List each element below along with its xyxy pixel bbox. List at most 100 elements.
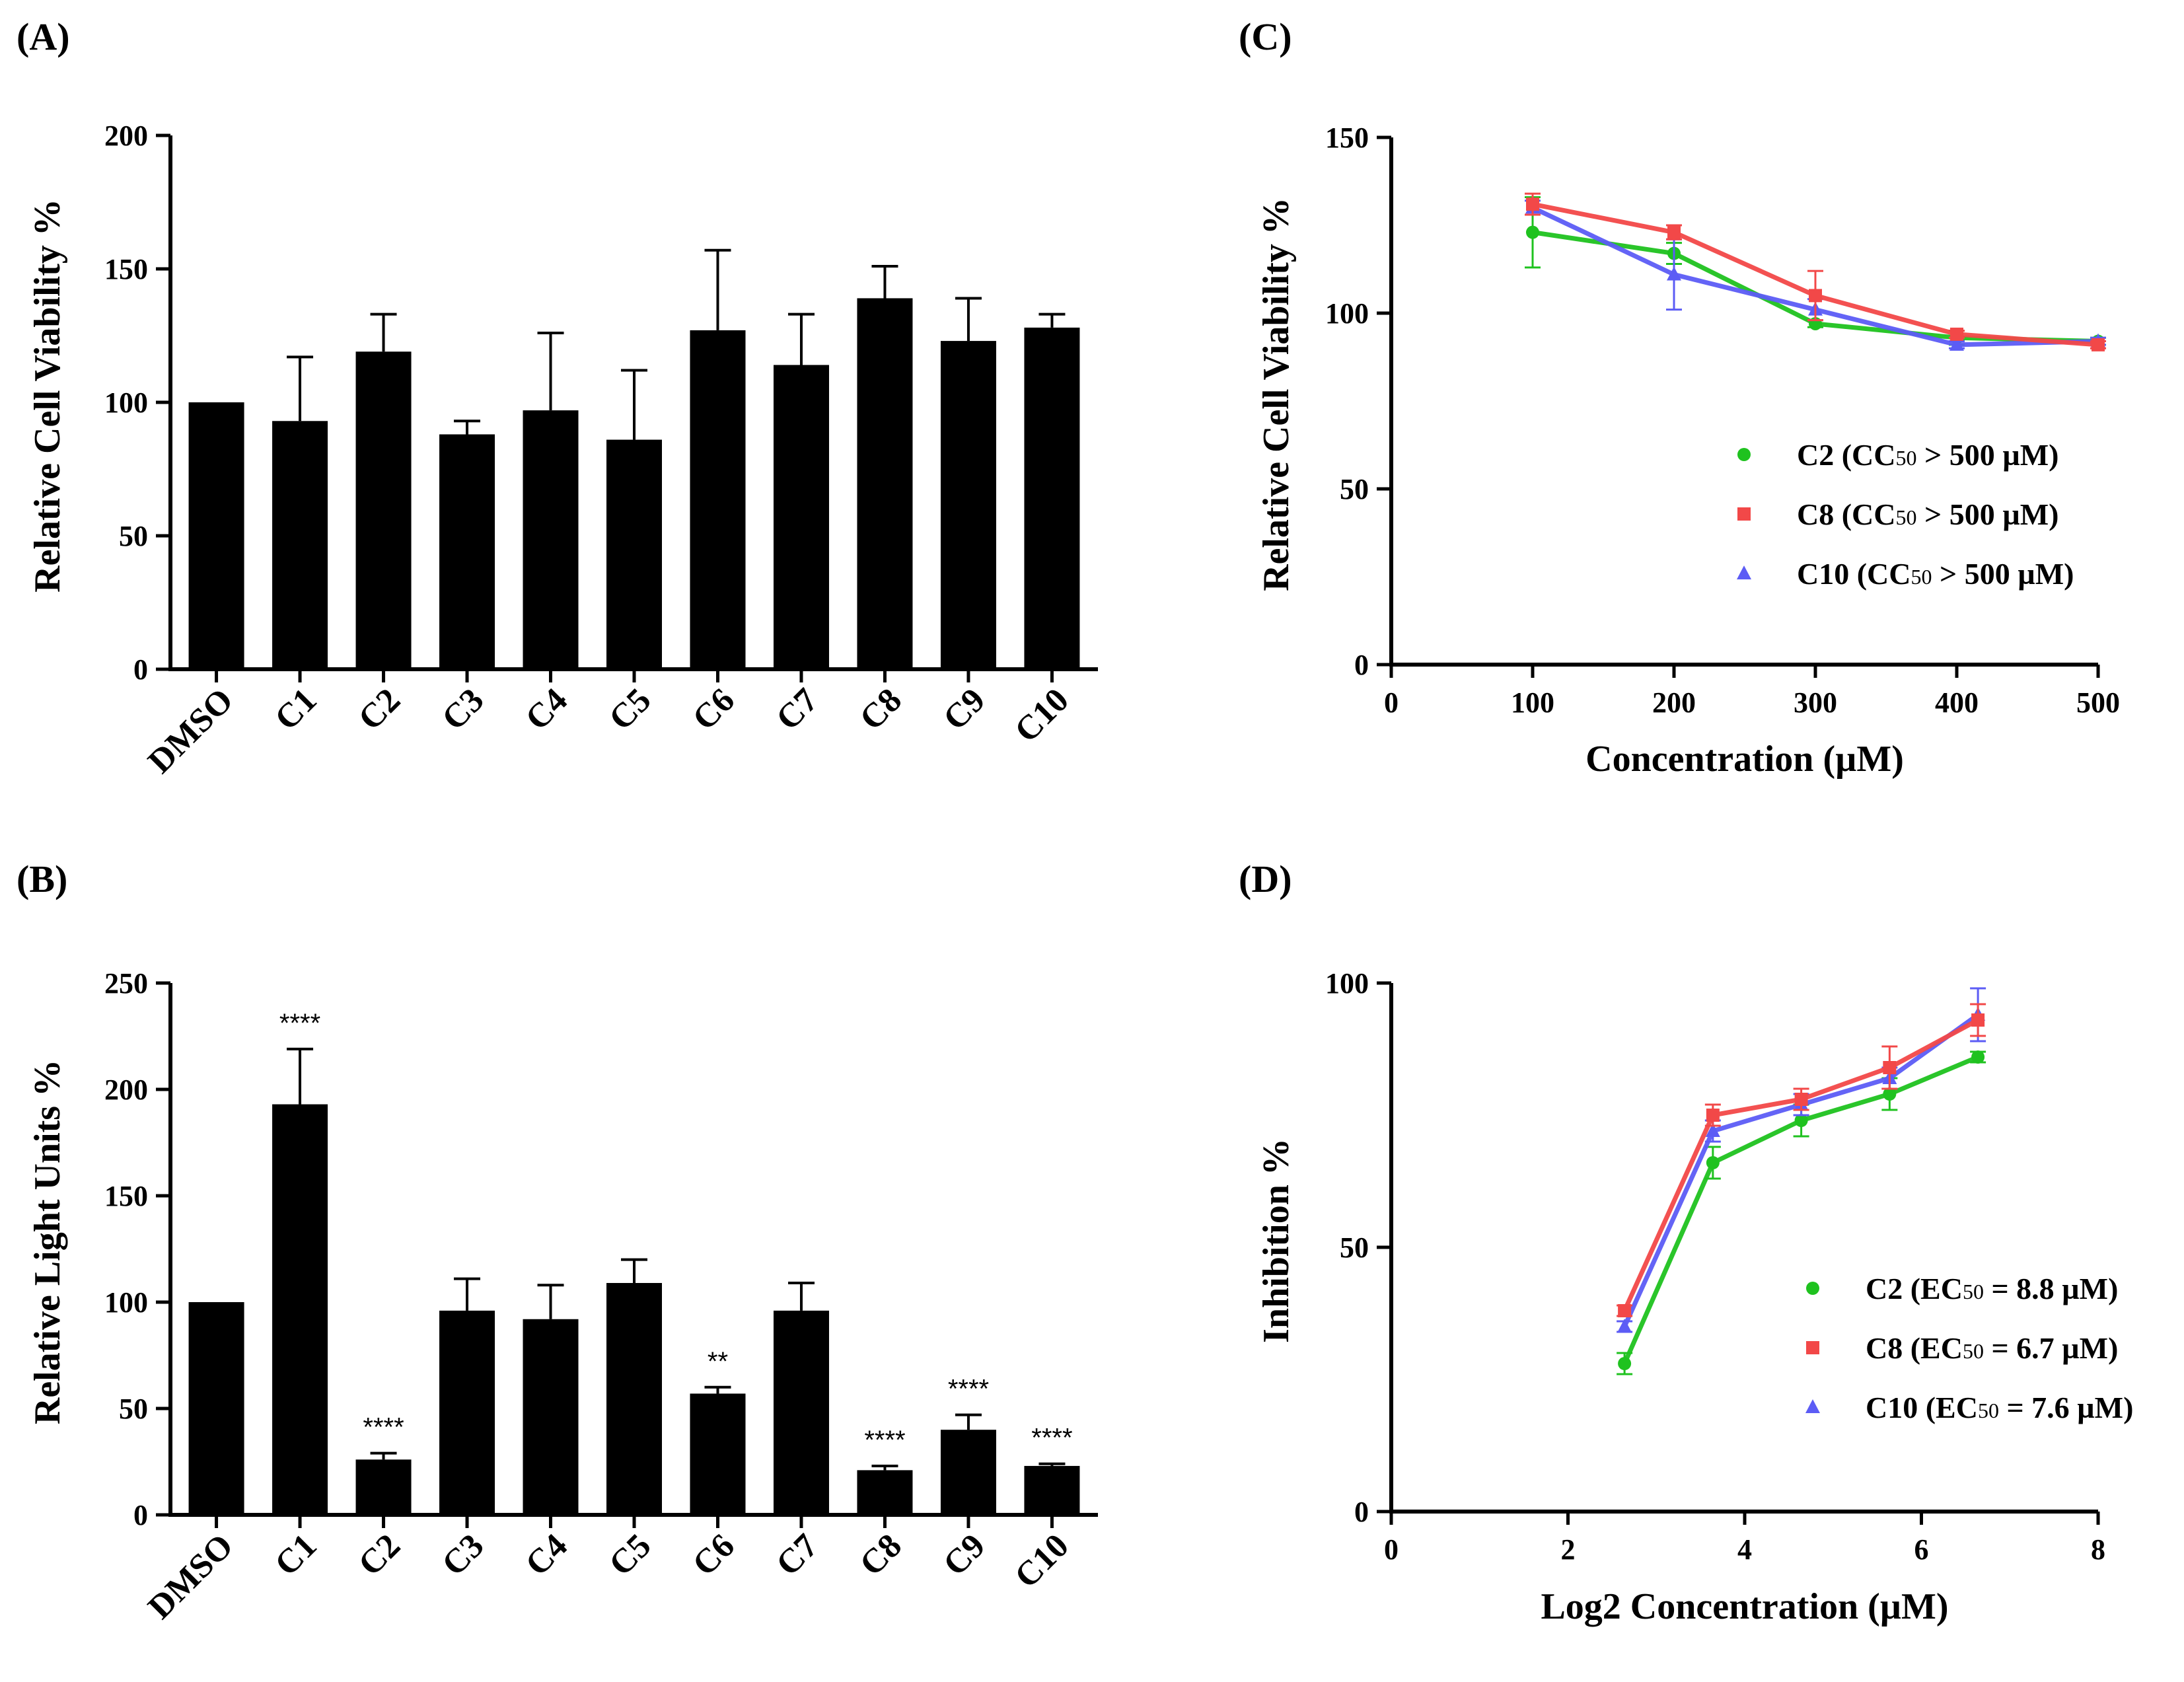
data-point-c2 xyxy=(1971,1050,1985,1064)
x-tick-label: C6 xyxy=(686,1527,742,1583)
bar xyxy=(690,1393,746,1515)
data-point-c8 xyxy=(1618,1304,1632,1317)
panel-label: (C) xyxy=(1239,15,1292,58)
legend-subscript: 50 xyxy=(1978,1399,1999,1422)
x-tick-label: C9 xyxy=(936,1527,992,1583)
x-tick-label: 4 xyxy=(1737,1533,1752,1566)
data-point-c2 xyxy=(1618,1357,1632,1370)
y-tick-label: 0 xyxy=(133,653,148,686)
legend-entry-c10: C10 (CC50 > 500 µM) xyxy=(1797,557,2074,591)
significance-label: **** xyxy=(948,1375,989,1404)
data-point-c10 xyxy=(1949,336,1964,351)
y-tick-label: 100 xyxy=(104,1286,148,1319)
legend-entry-c8: C8 (CC50 > 500 µM) xyxy=(1797,497,2058,531)
bar xyxy=(1024,1465,1080,1515)
x-tick-label: C8 xyxy=(853,1527,909,1583)
x-tick-label: C4 xyxy=(519,1527,575,1583)
significance-label: ** xyxy=(708,1347,728,1376)
x-axis-title: Log2 Concentration (µM) xyxy=(1541,1586,1948,1627)
legend-entry-c8: C8 (EC50 = 6.7 µM) xyxy=(1866,1331,2118,1365)
legend-marker-c2 xyxy=(1806,1282,1819,1295)
x-tick-label: C10 xyxy=(1007,681,1076,750)
data-point-c10 xyxy=(1617,1319,1632,1333)
x-tick-label: C5 xyxy=(602,681,658,737)
legend-subscript: 50 xyxy=(1895,446,1916,470)
data-point-c8 xyxy=(1809,289,1822,303)
y-tick-label: 200 xyxy=(104,1074,148,1106)
data-point-c10 xyxy=(1667,266,1681,281)
y-tick-label: 50 xyxy=(1340,1231,1369,1264)
bar xyxy=(188,1302,244,1515)
y-tick-label: 150 xyxy=(104,1180,148,1212)
legend-subscript: 50 xyxy=(1895,505,1916,529)
x-tick-label: C10 xyxy=(1007,1527,1076,1595)
bar xyxy=(355,351,412,669)
y-tick-label: 100 xyxy=(104,386,148,419)
x-tick-label: C9 xyxy=(936,681,992,737)
legend-text: C2 (EC xyxy=(1866,1272,1963,1305)
x-axis-title: Concentration (µM) xyxy=(1585,739,1904,780)
x-tick-label: 6 xyxy=(1914,1533,1929,1566)
data-point-c8 xyxy=(1526,198,1539,211)
legend-text: C8 (EC xyxy=(1866,1331,1963,1365)
y-axis-title: Relative Cell Viability % xyxy=(1256,198,1297,591)
panel-label: (A) xyxy=(17,15,70,58)
data-point-c8 xyxy=(1667,225,1681,239)
x-tick-label: C6 xyxy=(686,681,742,737)
bar xyxy=(857,1470,913,1515)
legend-text: = 8.8 µM) xyxy=(1984,1272,2118,1305)
x-tick-label: 400 xyxy=(1935,686,1979,719)
x-tick-label: 300 xyxy=(1794,686,1837,719)
x-tick-label: C2 xyxy=(351,1527,408,1583)
legend-subscript: 50 xyxy=(1911,565,1932,589)
legend-text: > 500 µM) xyxy=(1932,557,2074,591)
data-point-c8 xyxy=(1794,1093,1808,1106)
bar xyxy=(940,341,996,669)
x-tick-label: DMSO xyxy=(141,1527,240,1627)
x-tick-label: C8 xyxy=(853,681,909,737)
y-tick-label: 200 xyxy=(104,120,148,152)
bar xyxy=(606,1283,662,1515)
bar xyxy=(773,365,829,669)
significance-label: **** xyxy=(864,1426,905,1455)
legend-marker-c2 xyxy=(1737,448,1751,461)
x-tick-label: C7 xyxy=(769,1527,825,1583)
data-point-c8 xyxy=(1971,1013,1985,1027)
y-tick-label: 50 xyxy=(119,520,148,552)
y-axis-title: Relative Light Units % xyxy=(27,1060,68,1424)
x-tick-label: DMSO xyxy=(141,681,240,781)
legend-marker-c8 xyxy=(1806,1341,1819,1354)
y-tick-label: 50 xyxy=(1340,473,1369,505)
x-tick-label: 0 xyxy=(1384,686,1399,719)
legend-entry-c2: C2 (CC50 > 500 µM) xyxy=(1797,438,2058,472)
bar xyxy=(272,1104,328,1515)
y-tick-label: 250 xyxy=(104,967,148,1000)
y-tick-label: 150 xyxy=(104,253,148,285)
x-tick-label: 500 xyxy=(2076,686,2120,719)
data-point-c2 xyxy=(1794,1114,1808,1127)
y-axis-title: Inhibition % xyxy=(1256,1138,1297,1343)
bar xyxy=(272,421,328,669)
bar xyxy=(439,434,495,669)
legend-subscript: 50 xyxy=(1963,1339,1984,1363)
bar xyxy=(940,1430,996,1515)
legend-entry-c10: C10 (EC50 = 7.6 µM) xyxy=(1866,1391,2133,1424)
x-tick-label: 8 xyxy=(2091,1533,2105,1566)
significance-label: **** xyxy=(279,1009,320,1038)
bar xyxy=(439,1310,495,1515)
bar xyxy=(773,1310,829,1515)
x-tick-label: C5 xyxy=(602,1527,658,1583)
data-point-c8 xyxy=(1883,1061,1897,1074)
data-point-c8 xyxy=(1950,327,1963,341)
x-tick-label: 200 xyxy=(1652,686,1696,719)
x-tick-label: 2 xyxy=(1561,1533,1576,1566)
x-tick-label: C1 xyxy=(268,681,324,737)
y-tick-label: 150 xyxy=(1325,122,1369,154)
legend-text: > 500 µM) xyxy=(1916,438,2058,472)
legend-text: C8 (CC xyxy=(1797,497,1895,531)
y-tick-label: 100 xyxy=(1325,297,1369,330)
data-point-c10 xyxy=(1705,1123,1720,1137)
y-tick-label: 50 xyxy=(119,1393,148,1425)
y-axis-title: Relative Cell Viability % xyxy=(27,199,68,593)
